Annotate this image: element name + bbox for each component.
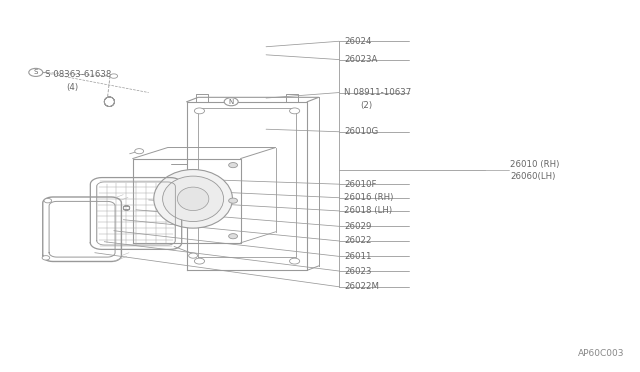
- Text: N: N: [228, 99, 234, 105]
- Circle shape: [228, 234, 237, 239]
- Text: 26022: 26022: [344, 237, 372, 246]
- Text: 26024: 26024: [344, 37, 372, 46]
- Text: N 08911-10637: N 08911-10637: [344, 88, 412, 97]
- Text: 26010F: 26010F: [344, 180, 376, 189]
- Text: AP60C003: AP60C003: [578, 349, 625, 358]
- Circle shape: [42, 256, 50, 260]
- Text: 26011: 26011: [344, 252, 372, 261]
- Circle shape: [289, 108, 300, 114]
- Circle shape: [224, 98, 238, 106]
- Text: S 08363-61638: S 08363-61638: [45, 70, 111, 79]
- Text: S: S: [33, 70, 38, 76]
- Text: (4): (4): [66, 83, 78, 92]
- Circle shape: [195, 258, 205, 264]
- Text: 26060(LH): 26060(LH): [510, 172, 556, 181]
- Text: 26022M: 26022M: [344, 282, 379, 291]
- Ellipse shape: [154, 170, 232, 228]
- Text: 26010G: 26010G: [344, 127, 378, 136]
- Circle shape: [228, 198, 237, 203]
- Circle shape: [189, 253, 198, 258]
- Circle shape: [29, 68, 43, 76]
- Circle shape: [44, 198, 52, 203]
- Circle shape: [110, 74, 118, 78]
- Text: 26023A: 26023A: [344, 55, 378, 64]
- Text: 26029: 26029: [344, 222, 371, 231]
- Text: 26023: 26023: [344, 266, 372, 276]
- Text: (2): (2): [360, 101, 372, 110]
- Text: 26016 (RH): 26016 (RH): [344, 193, 394, 202]
- Ellipse shape: [163, 176, 223, 222]
- Text: 26018 (LH): 26018 (LH): [344, 206, 392, 215]
- Circle shape: [135, 149, 143, 154]
- Circle shape: [289, 258, 300, 264]
- Text: 26010 (RH): 26010 (RH): [510, 160, 560, 169]
- Circle shape: [228, 163, 237, 168]
- Ellipse shape: [177, 187, 209, 211]
- Circle shape: [195, 108, 205, 114]
